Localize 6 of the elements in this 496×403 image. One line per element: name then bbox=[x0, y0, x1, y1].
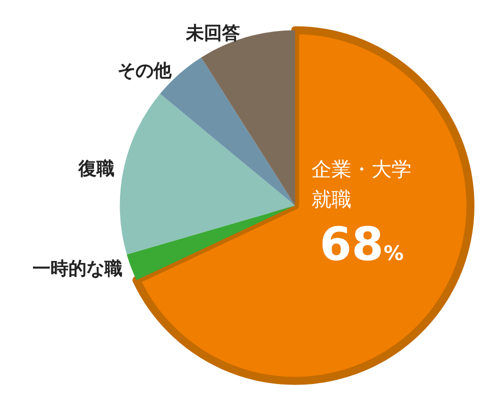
slice-label: 未回答 bbox=[185, 22, 240, 44]
data-label: 68% bbox=[320, 217, 404, 272]
slice-label: 一時的な職 bbox=[32, 258, 122, 280]
slice-label: 復職 bbox=[78, 158, 115, 180]
slice-label: その他 bbox=[118, 60, 173, 82]
slice-label: 企業・大学就職 bbox=[312, 157, 412, 212]
